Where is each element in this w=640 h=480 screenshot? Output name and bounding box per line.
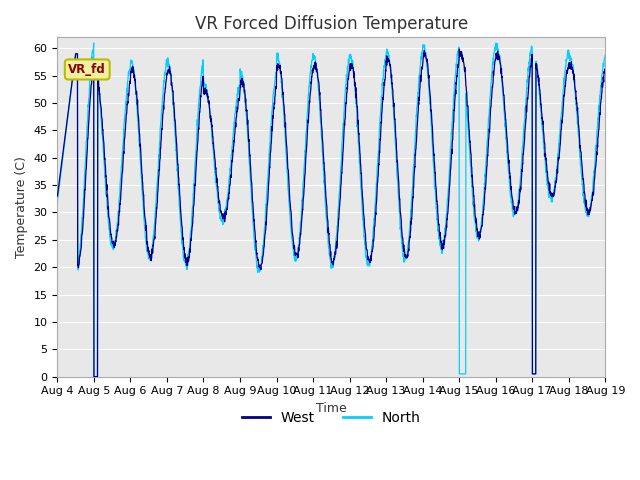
Title: VR Forced Diffusion Temperature: VR Forced Diffusion Temperature [195, 15, 468, 33]
Y-axis label: Temperature (C): Temperature (C) [15, 156, 28, 258]
X-axis label: Time: Time [316, 402, 347, 415]
Legend: West, North: West, North [237, 406, 426, 431]
Text: VR_fd: VR_fd [68, 63, 106, 76]
